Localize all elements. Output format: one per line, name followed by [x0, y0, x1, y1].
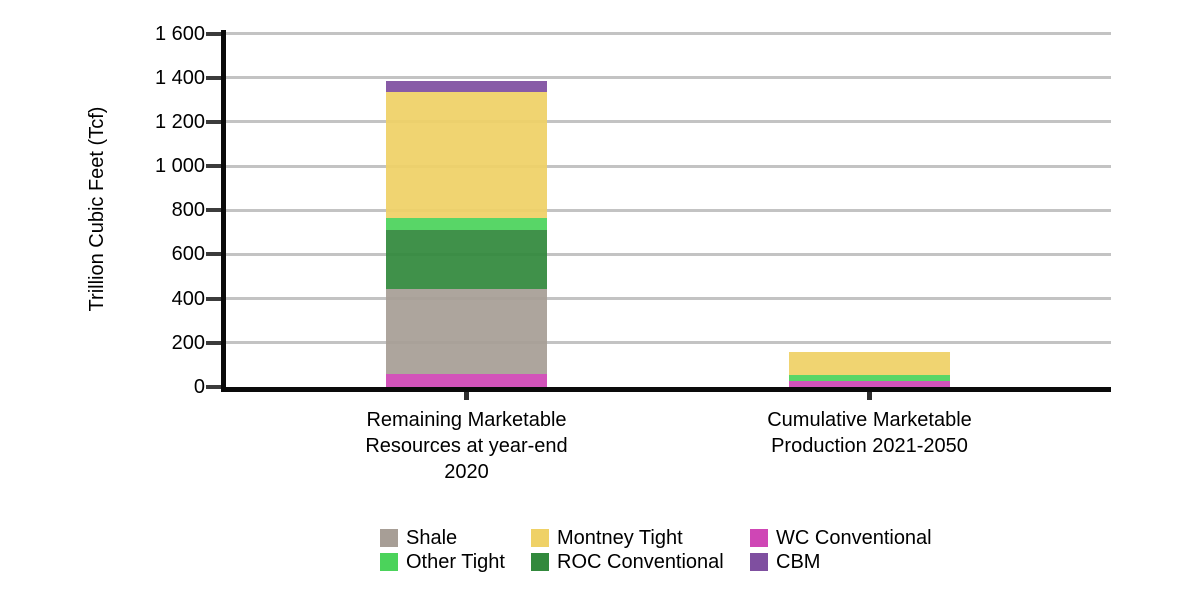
- y-tick-mark-1600: [206, 31, 221, 36]
- gridline-400: [226, 297, 1111, 301]
- y-tick-label-1200: 1 200: [154, 110, 205, 133]
- category-label-line: Remaining Marketable: [366, 409, 567, 431]
- category-label-line: Cumulative Marketable: [767, 409, 972, 431]
- y-axis-line: [221, 29, 226, 392]
- legend-label-cbm: CBM: [776, 551, 821, 573]
- legend-label-wc-conventional: WC Conventional: [776, 527, 932, 549]
- bar-segment-wc-conventional: [789, 381, 950, 387]
- y-tick-label-1400: 1 400: [154, 66, 205, 89]
- y-tick-label-800: 800: [171, 199, 205, 222]
- gridline-1400: [226, 76, 1111, 80]
- y-axis-title: Trillion Cubic Feet (Tcf): [86, 106, 108, 312]
- y-tick-mark-200: [206, 340, 221, 345]
- y-tick-mark-400: [206, 296, 221, 301]
- y-tick-mark-1400: [206, 75, 221, 80]
- legend-item-roc-conventional: ROC Conventional: [531, 550, 750, 574]
- legend-swatch-other-tight: [380, 553, 398, 571]
- bar-segment-other-tight: [386, 217, 547, 231]
- legend-swatch-cbm: [750, 553, 768, 571]
- legend-label-other-tight: Other Tight: [406, 551, 505, 573]
- gridline-200: [226, 341, 1111, 345]
- y-tick-label-600: 600: [171, 243, 205, 266]
- legend: Shale Other Tight Montney Tight ROC Convent…: [380, 526, 932, 574]
- legend-item-other-tight: Other Tight: [380, 550, 531, 574]
- category-label-1: Remaining Marketable Resources at year-en…: [317, 407, 617, 485]
- legend-label-shale: Shale: [406, 527, 458, 549]
- bar-segment-other-tight: [789, 374, 950, 382]
- y-tick-label-0: 0: [193, 376, 205, 398]
- bar-segment-cbm: [386, 81, 547, 93]
- y-tick-label-200: 200: [171, 331, 205, 354]
- x-tick-mark-category-2: [867, 391, 872, 400]
- gridline-1600: [226, 32, 1111, 35]
- legend-label-roc-conventional: ROC Conventional: [557, 551, 724, 573]
- x-axis-line: [221, 386, 1111, 392]
- bar-segment-montney-tight: [386, 92, 547, 218]
- category-label-2: Cumulative Marketable Production 2021-205…: [720, 407, 1020, 459]
- category-label-line: 2020: [444, 461, 489, 483]
- y-tick-mark-0: [206, 385, 221, 389]
- y-tick-mark-600: [206, 252, 221, 257]
- legend-swatch-montney-tight: [531, 529, 549, 547]
- y-tick-mark-1000: [206, 164, 221, 169]
- gridline-800: [226, 208, 1111, 212]
- legend-item-shale: Shale: [380, 526, 531, 550]
- y-tick-mark-1200: [206, 119, 221, 124]
- y-tick-label-400: 400: [171, 287, 205, 310]
- bar-segment-roc-conventional: [386, 230, 547, 289]
- gridline-1000: [226, 164, 1111, 168]
- legend-swatch-roc-conventional: [531, 553, 549, 571]
- legend-swatch-shale: [380, 529, 398, 547]
- legend-item-cbm: CBM: [750, 550, 932, 574]
- legend-item-montney-tight: Montney Tight: [531, 526, 750, 550]
- bar-segment-shale: [386, 288, 547, 374]
- gridline-600: [226, 252, 1111, 256]
- y-tick-label-1600: 1 600: [154, 22, 205, 45]
- legend-swatch-wc-conventional: [750, 529, 768, 547]
- legend-label-montney-tight: Montney Tight: [557, 527, 683, 549]
- bar-segment-wc-conventional: [386, 373, 547, 387]
- category-label-line: Production 2021-2050: [771, 435, 968, 457]
- gridline-1200: [226, 120, 1111, 124]
- category-label-line: Resources at year-end: [365, 435, 568, 457]
- x-tick-mark-category-1: [464, 391, 469, 400]
- y-tick-mark-800: [206, 208, 221, 213]
- legend-item-wc-conventional: WC Conventional: [750, 526, 932, 550]
- bar-segment-montney-tight: [789, 352, 950, 375]
- y-tick-label-1000: 1 000: [154, 155, 205, 178]
